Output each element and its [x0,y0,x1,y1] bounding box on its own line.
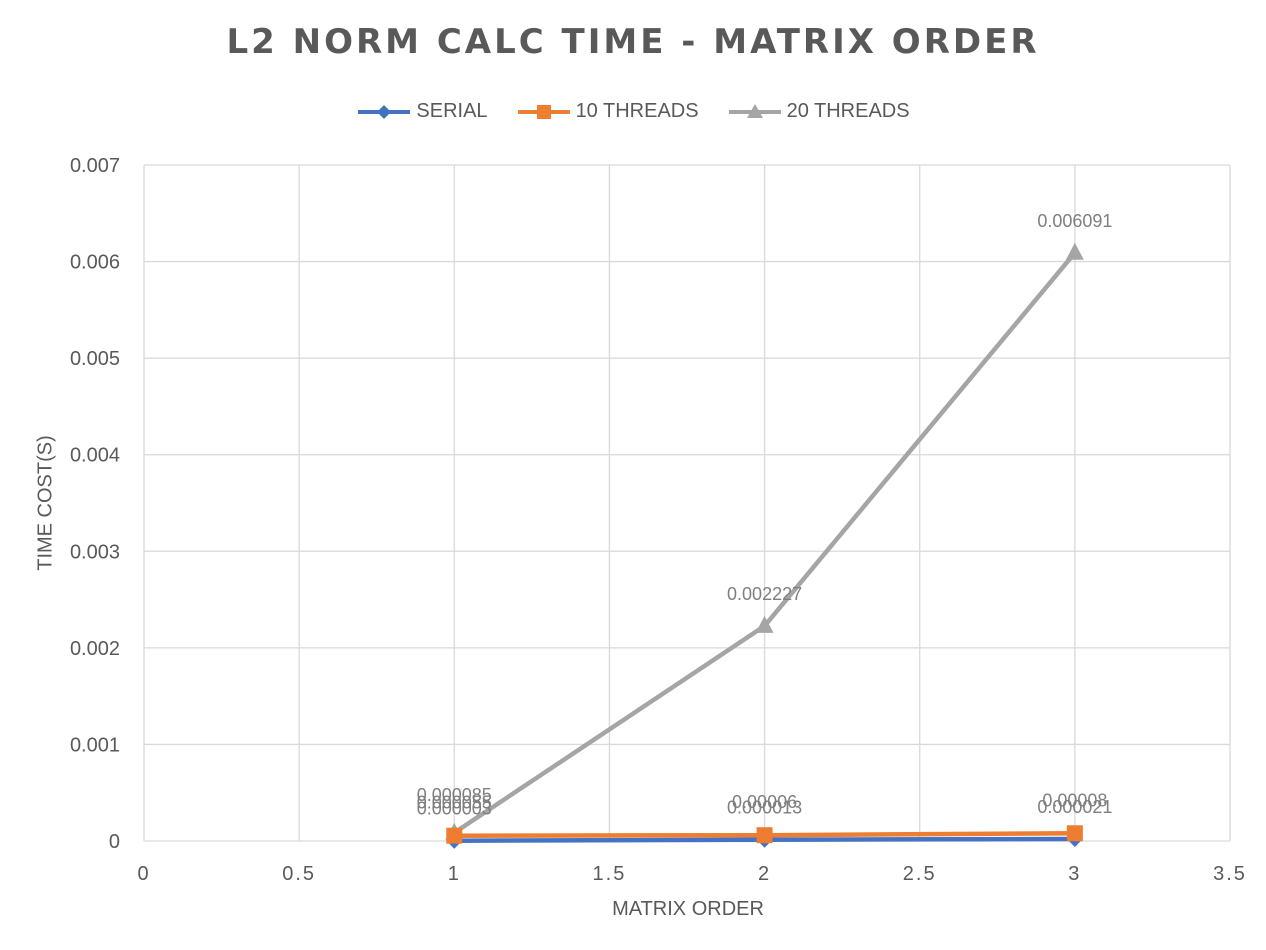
data-label-20-threads: 0.002227 [727,584,802,604]
data-point-10-threads[interactable] [756,827,773,844]
y-tick-label: 0.004 [70,445,120,467]
legend-label-20-threads: 20 THREADS [786,100,910,122]
data-label-10-threads: 0.00006 [732,792,797,812]
y-tick-label: 0.007 [70,155,120,177]
tick-labels: 0 0.5 1 1.5 2 2.5 3 3.5 0 0.001 0.002 0.003 0.004 0.0… [70,155,1247,885]
data-point-10-threads[interactable] [446,827,463,844]
data-point-20-threads[interactable] [755,615,774,633]
data-label-serial: 0.000021 [1037,797,1112,817]
x-tick-label: 2 [758,863,771,885]
legend: SERIAL 10 THREADS 20 THREADS [0,100,1266,123]
data-point-10-threads[interactable] [1066,825,1083,842]
series [445,242,1084,849]
y-tick-label: 0.005 [70,348,120,370]
legend-item-serial[interactable]: SERIAL [356,100,488,123]
legend-item-20-threads[interactable]: 20 THREADS [727,100,910,123]
legend-marker-10-threads [536,104,551,119]
x-tick-label: 0.5 [282,863,316,885]
y-tick-label: 0.006 [70,252,120,274]
legend-label-serial: SERIAL [416,100,488,122]
legend-label-10-threads: 10 THREADS [575,100,699,122]
x-tick-label: 1 [448,863,461,885]
data-label-20-threads: 0.000085 [417,785,492,805]
x-tick-label: 1.5 [593,863,627,885]
data-label-serial: 0.000003 [417,799,492,819]
legend-swatch-20-threads [728,103,781,118]
y-tick-label: 0 [109,831,120,853]
chart-title: L2 NORM CALC TIME - MATRIX ORDER [226,22,1040,62]
x-tick-label: 3.5 [1213,863,1247,885]
y-tick-label: 0.001 [70,734,120,756]
data-point-20-threads[interactable] [1065,242,1084,260]
x-axis-title: MATRIX ORDER [612,898,764,920]
data-label-10-threads: 0.00008 [1042,790,1107,810]
data-label-20-threads: 0.006091 [1037,211,1112,231]
legend-marker-serial [377,104,392,119]
data-labels: 0.000003 0.000013 0.000021 0.000055 0.00006 0… [417,211,1113,819]
y-tick-label: 0.003 [70,541,120,563]
x-tick-label: 0 [137,863,150,885]
data-label-10-threads: 0.000055 [417,793,492,813]
y-tick-label: 0.002 [70,638,120,660]
legend-swatch-10-threads [517,104,570,119]
data-label-serial: 0.000013 [727,798,802,818]
legend-marker-20-threads [746,103,763,118]
y-axis-title: TIME COST(S) [34,435,57,571]
legend-item-10-threads[interactable]: 10 THREADS [516,100,699,123]
x-tick-label: 2.5 [903,863,937,885]
gridlines [143,164,1231,842]
legend-swatch-serial [358,104,411,119]
x-tick-label: 3 [1068,863,1081,885]
